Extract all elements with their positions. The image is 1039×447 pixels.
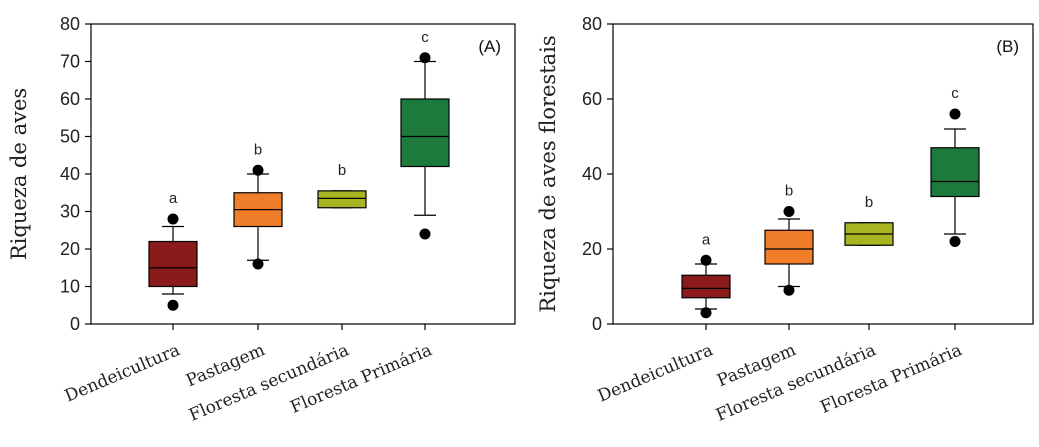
x-category-label: Floresta Primária — [287, 340, 434, 418]
box-1: a — [681, 231, 731, 319]
significance-letter: c — [421, 29, 429, 46]
outlier-point — [949, 236, 961, 247]
outlier-point — [252, 164, 264, 176]
outlier-point — [700, 307, 712, 319]
box-2: b — [764, 183, 814, 296]
box-iqr — [400, 98, 450, 168]
box-4: c — [930, 85, 980, 247]
y-tick-label: 10 — [60, 277, 80, 297]
significance-letter: a — [702, 231, 711, 248]
box-iqr — [317, 190, 367, 209]
box-iqr — [148, 240, 198, 288]
significance-letter: a — [169, 190, 178, 207]
box-1: a — [148, 190, 198, 311]
y-tick-label: 0 — [70, 314, 80, 334]
panel-tag: (A) — [478, 37, 501, 56]
y-tick-label: 30 — [60, 202, 80, 222]
outlier-point — [419, 228, 431, 240]
outlier-point — [419, 52, 431, 64]
x-category-label: Floresta Primária — [817, 340, 964, 418]
box-iqr — [764, 229, 814, 265]
y-tick-label: 60 — [582, 89, 602, 109]
y-tick-label: 50 — [60, 127, 80, 147]
chart-panel-a: 0 10 20 30 40 50 60 70 80 Riqueza de aves (A) a Dend… — [7, 14, 516, 426]
box-iqr — [930, 147, 980, 198]
y-tick-label: 60 — [60, 89, 80, 109]
y-tick-label: 70 — [60, 52, 80, 72]
significance-letter: b — [338, 162, 346, 179]
box-2: b — [233, 141, 283, 270]
significance-letter: b — [254, 141, 262, 158]
box-iqr — [681, 274, 731, 299]
outlier-point — [167, 213, 179, 225]
y-tick-label: 40 — [60, 164, 80, 184]
outlier-point — [783, 284, 795, 296]
significance-letter: b — [785, 183, 793, 200]
box-3: b — [317, 162, 367, 209]
box-3: b — [844, 194, 894, 246]
x-category-label: Dendeicultura — [62, 340, 183, 406]
outlier-point — [783, 206, 795, 217]
y-axis-label: Riqueza de aves florestais — [536, 35, 560, 312]
outlier-point — [700, 254, 712, 266]
outlier-point — [167, 299, 179, 311]
x-category-label: Dendeicultura — [595, 340, 716, 406]
y-tick-label: 20 — [582, 239, 602, 259]
y-tick-label: 80 — [582, 14, 602, 34]
significance-letter: c — [951, 85, 959, 102]
y-tick-label: 0 — [592, 314, 602, 334]
panel-tag: (B) — [996, 37, 1019, 56]
y-axis-label: Riqueza de aves — [7, 88, 31, 260]
y-tick-label: 20 — [60, 239, 80, 259]
chart-panel-b: 0 20 40 60 80 Riqueza de aves florestais (B) a D… — [536, 14, 1034, 426]
y-tick-label: 40 — [582, 164, 602, 184]
y-tick-label: 80 — [60, 14, 80, 34]
outlier-point — [949, 108, 961, 120]
significance-letter: b — [865, 194, 873, 211]
outlier-point — [252, 258, 264, 270]
box-4: c — [400, 29, 450, 240]
